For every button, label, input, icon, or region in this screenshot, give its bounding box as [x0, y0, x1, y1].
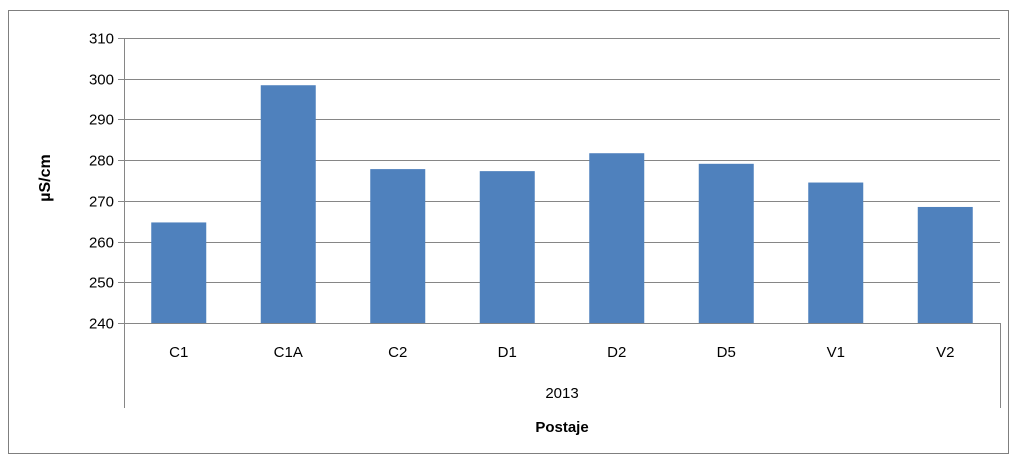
bar	[589, 153, 645, 323]
gridlines	[124, 38, 1000, 283]
y-axis-label: µS/cm	[37, 154, 54, 201]
y-tick-label: 240	[89, 316, 114, 333]
x-axis-label: Postaje	[535, 419, 588, 436]
x-tick-label: V1	[827, 344, 845, 361]
bar	[917, 206, 973, 323]
y-tick-label: 260	[89, 235, 114, 252]
axes	[118, 38, 1001, 408]
y-tick-label: 300	[89, 72, 114, 89]
bar	[260, 85, 316, 323]
bar	[479, 171, 535, 323]
x-tick-label: C2	[388, 344, 407, 361]
y-tick-label: 270	[89, 194, 114, 211]
bar	[370, 169, 426, 323]
x-tick-label: C1	[169, 344, 188, 361]
bars	[151, 85, 973, 323]
x-tick-label: D2	[607, 344, 626, 361]
x-tick-label: C1A	[274, 344, 303, 361]
bar	[151, 222, 207, 323]
y-tick-label: 310	[89, 31, 114, 48]
x-tick-label: D1	[498, 344, 517, 361]
x-group-label: 2013	[545, 385, 578, 402]
bar	[808, 182, 864, 323]
y-tick-label: 280	[89, 153, 114, 170]
y-tick-label: 250	[89, 275, 114, 292]
tick-labels: 240 250 260 270 280 290 300 310 C1 C1A C2 D1 D2 D5 V1 V…	[89, 31, 954, 362]
y-tick-label: 290	[89, 112, 114, 129]
x-tick-label: D5	[717, 344, 736, 361]
bar	[698, 163, 754, 323]
x-tick-label: V2	[936, 344, 954, 361]
